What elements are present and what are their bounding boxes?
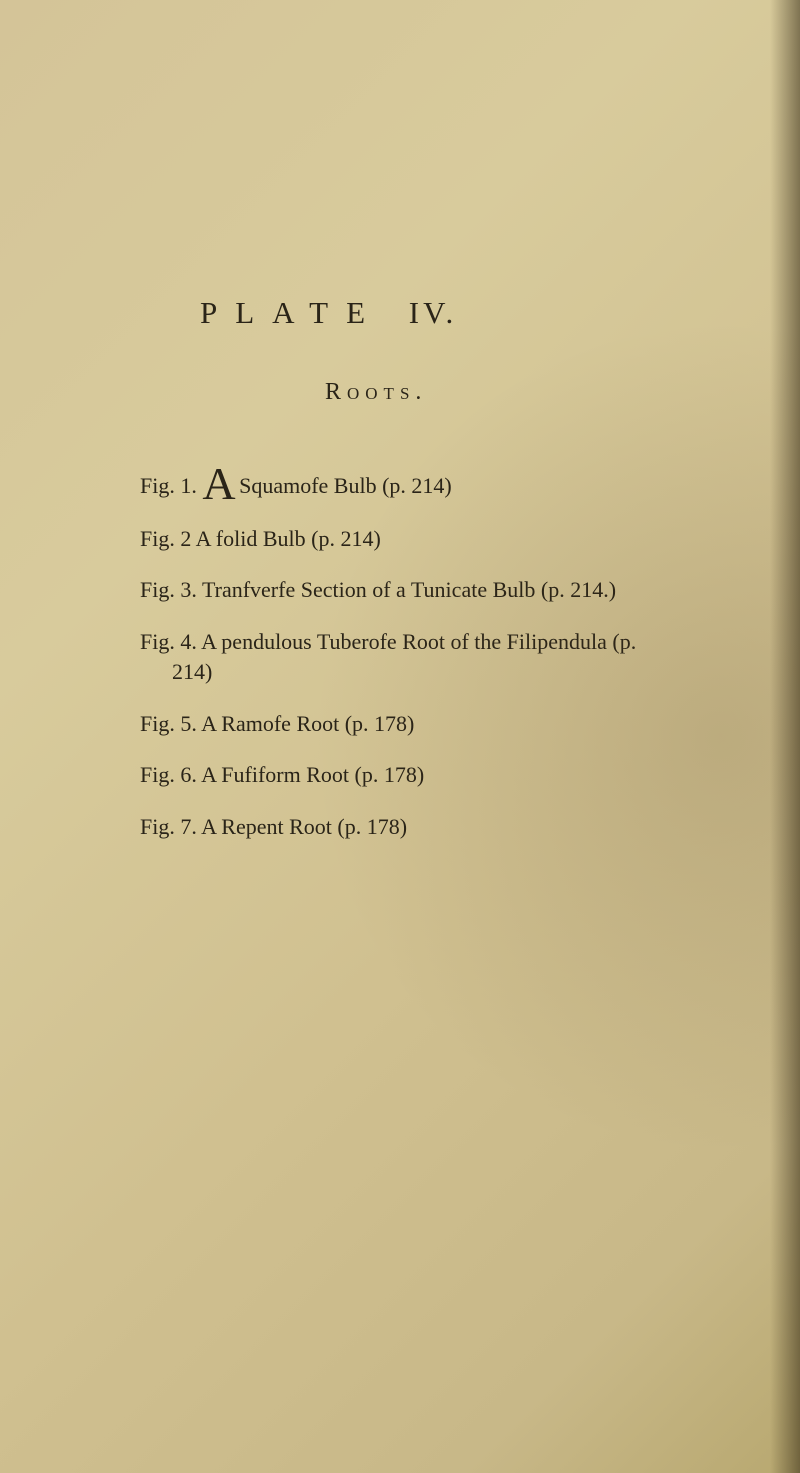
- figure-entry-4: Fig. 4. A pendulous Tuberofe Root of the…: [140, 627, 650, 686]
- page-content: PLATE IV. Roots. Fig. 1. A Squamofe Bulb…: [0, 0, 800, 842]
- figure-entry-2: Fig. 2 A folid Bulb (p. 214): [140, 524, 650, 554]
- figure-4-text: Fig. 4. A pendulous Tuberofe Root of the…: [140, 629, 636, 684]
- figure-entry-1: Fig. 1. A Squamofe Bulb (p. 214): [140, 460, 650, 502]
- figure-1-dropcap: A: [202, 466, 235, 503]
- figure-5-text: Fig. 5. A Ramofe Root (p. 178): [140, 711, 414, 736]
- figure-1-prefix: Fig. 1.: [140, 473, 202, 498]
- figure-7-text: Fig. 7. A Repent Root (p. 178): [140, 814, 407, 839]
- figure-6-text: Fig. 6. A Fufiform Root (p. 178): [140, 762, 424, 787]
- plate-label: PLATE: [200, 295, 383, 330]
- figure-entry-3: Fig. 3. Tranfverfe Section of a Tunicate…: [140, 575, 650, 605]
- plate-number: IV.: [409, 295, 457, 330]
- figure-entry-6: Fig. 6. A Fufiform Root (p. 178): [140, 760, 650, 790]
- figure-1-text: Squamofe Bulb (p. 214): [234, 473, 452, 498]
- plate-title: PLATE IV.: [140, 295, 710, 331]
- figure-3-text: Fig. 3. Tranfverfe Section of a Tunicate…: [140, 577, 616, 602]
- page-subtitle: Roots.: [140, 379, 710, 406]
- figure-entry-5: Fig. 5. A Ramofe Root (p. 178): [140, 709, 650, 739]
- figure-entry-7: Fig. 7. A Repent Root (p. 178): [140, 812, 650, 842]
- figure-2-text: Fig. 2 A folid Bulb (p. 214): [140, 526, 381, 551]
